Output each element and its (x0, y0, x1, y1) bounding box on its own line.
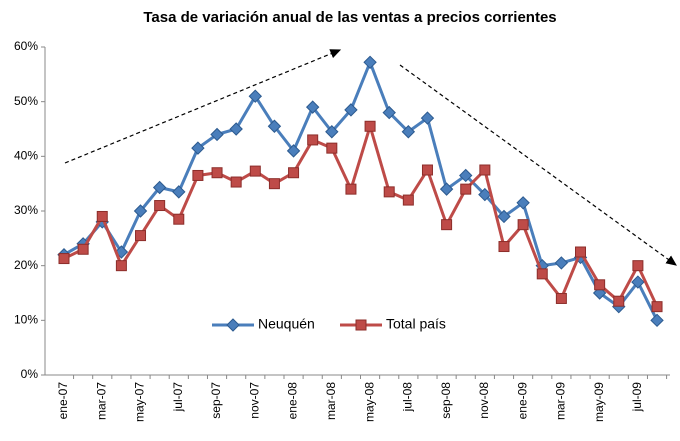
data-point (363, 55, 377, 70)
data-point (325, 125, 339, 139)
data-point (554, 256, 569, 270)
data-point (479, 164, 491, 176)
data-point (650, 313, 664, 328)
data-point (152, 180, 167, 195)
data-point (402, 194, 414, 206)
x-tick-label: jul-09 (630, 382, 644, 413)
data-point (441, 219, 453, 231)
data-point (210, 127, 224, 142)
data-point (192, 169, 204, 181)
y-tick-label: 50% (14, 94, 38, 108)
data-point (632, 260, 644, 272)
y-tick-label: 30% (14, 203, 38, 217)
data-point (460, 183, 472, 195)
data-point (613, 295, 625, 307)
data-point (77, 243, 89, 255)
data-point (516, 196, 530, 210)
legend-label: Neuquén (258, 316, 315, 332)
data-point (651, 301, 663, 313)
data-point (555, 292, 567, 304)
x-tick-label: sep-08 (439, 382, 453, 419)
x-tick-label: jul-07 (171, 382, 185, 413)
data-point (172, 185, 186, 199)
data-point (267, 119, 282, 133)
data-point (383, 186, 395, 198)
x-tick-label: ene-08 (286, 382, 300, 420)
x-tick-label: may-07 (133, 382, 147, 422)
data-point (173, 213, 185, 225)
data-point (248, 89, 263, 103)
data-point (191, 141, 205, 155)
data-point (594, 279, 606, 291)
legend-marker (226, 318, 240, 332)
y-tick-label: 0% (21, 367, 39, 381)
data-point (478, 187, 492, 202)
data-point (631, 275, 645, 289)
x-tick-label: nov-07 (247, 382, 261, 419)
x-tick-label: jul-08 (401, 382, 415, 413)
legend-marker (355, 319, 367, 331)
data-point (439, 182, 454, 196)
x-tick-label: mar-07 (94, 382, 108, 420)
x-tick-label: may-09 (592, 382, 606, 422)
data-point (345, 183, 357, 195)
data-point (420, 111, 435, 125)
chart-title: Tasa de variación anual de las ventas a … (143, 9, 556, 26)
data-point (382, 105, 396, 120)
x-tick-label: nov-08 (477, 382, 491, 419)
data-point (364, 120, 376, 132)
y-tick-label: 40% (14, 149, 38, 163)
data-point (517, 219, 529, 231)
data-point (497, 209, 511, 224)
data-point (249, 165, 261, 177)
data-point (211, 167, 223, 179)
data-point (307, 134, 319, 146)
data-point (344, 103, 358, 117)
y-tick-label: 60% (14, 39, 38, 53)
data-point (401, 125, 416, 139)
data-point (575, 246, 587, 258)
data-point (288, 167, 300, 179)
data-point (421, 164, 433, 176)
data-point (286, 144, 301, 158)
data-point (498, 241, 510, 253)
data-point (133, 204, 148, 218)
data-point (268, 178, 280, 190)
trend-arrow-up (64, 49, 342, 164)
data-point (229, 122, 243, 136)
data-point (96, 210, 108, 222)
x-tick-label: may-08 (362, 382, 376, 422)
y-tick-label: 10% (14, 313, 38, 327)
series-line (63, 124, 659, 308)
x-tick-label: mar-09 (554, 382, 568, 420)
data-point (326, 142, 338, 154)
data-point (58, 253, 70, 265)
x-tick-label: ene-09 (515, 382, 529, 420)
data-point (154, 200, 166, 212)
data-point (305, 100, 320, 114)
x-tick-label: ene-07 (56, 382, 70, 420)
y-tick-label: 20% (14, 258, 38, 272)
x-tick-label: sep-07 (209, 382, 223, 419)
data-point (135, 230, 147, 242)
data-point (115, 260, 127, 272)
trend-arrow-down (399, 64, 677, 266)
data-point (230, 176, 242, 188)
data-point (459, 168, 473, 183)
x-tick-label: mar-08 (324, 382, 338, 420)
legend-label: Total país (386, 316, 446, 332)
data-point (536, 268, 548, 280)
